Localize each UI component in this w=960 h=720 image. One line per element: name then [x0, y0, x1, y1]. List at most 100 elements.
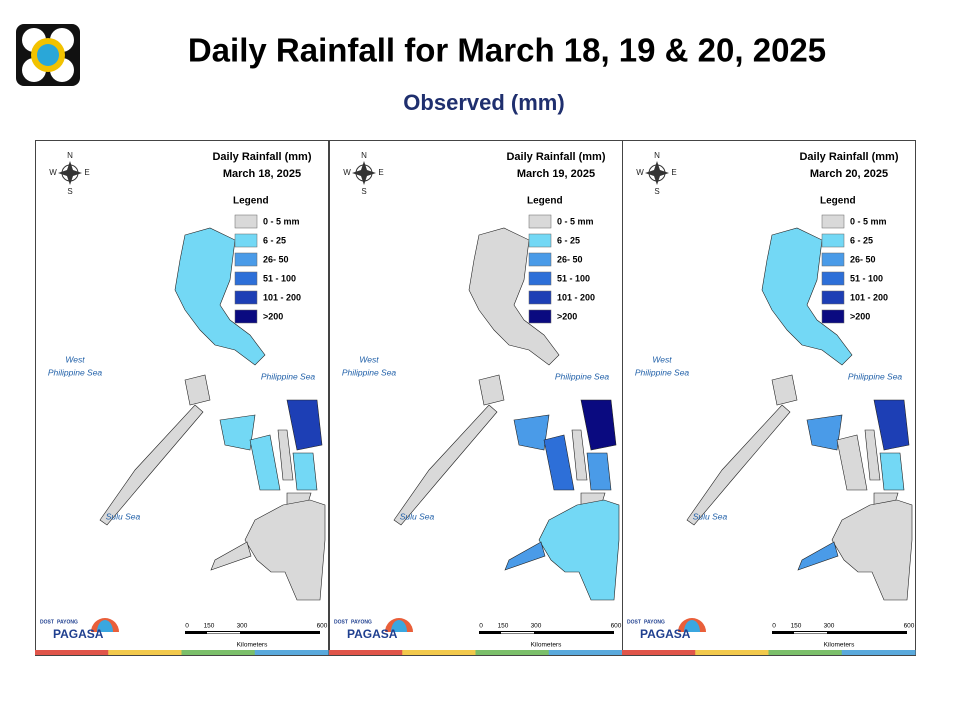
- island: [292, 452, 318, 491]
- legend-label: 0 - 5 mm: [263, 216, 300, 226]
- legend-label: 101 - 200: [850, 292, 888, 302]
- legend-label: 6 - 25: [557, 235, 580, 245]
- legend-label: >200: [557, 311, 577, 321]
- color-strip: [329, 650, 403, 655]
- island: [864, 429, 881, 481]
- logo-payong: PAYONG: [644, 619, 665, 625]
- island: [806, 414, 843, 451]
- island: [277, 429, 294, 481]
- legend-swatch: [821, 214, 845, 229]
- sea-label: Philippine Sea: [555, 371, 610, 381]
- island: [219, 414, 256, 451]
- scale-tick-label: 0: [185, 623, 189, 630]
- legend-swatch: [234, 309, 258, 324]
- island: [468, 227, 560, 366]
- logo-dost: DOST: [40, 619, 54, 625]
- sea-label: Philippine Sea: [342, 367, 397, 377]
- compass-s: S: [654, 187, 659, 196]
- scale-tick-label: 150: [791, 623, 802, 630]
- slide-title: Daily Rainfall for March 18, 19 & 20, 20…: [188, 32, 826, 69]
- legend-swatch: [821, 290, 845, 305]
- scale-tick-label: 0: [772, 623, 776, 630]
- legend-label: 0 - 5 mm: [850, 216, 887, 226]
- island: [174, 227, 266, 366]
- island: [879, 452, 905, 491]
- color-strip: [35, 650, 109, 655]
- logo-dost: DOST: [334, 619, 348, 625]
- compass-e: E: [84, 168, 89, 177]
- compass-star: [645, 161, 669, 185]
- map-panel: N S E W Daily Rainfall (mm) March 20, 2025 Leg…: [622, 140, 916, 656]
- compass: N S E W: [636, 151, 676, 196]
- legend-swatch: [234, 233, 258, 248]
- scale-unit: Kilometers: [531, 642, 562, 649]
- island: [99, 404, 204, 526]
- scale-tick-label: 300: [531, 623, 542, 630]
- legend-swatch: [528, 271, 552, 286]
- color-strip: [768, 650, 843, 655]
- scale-tick-label: 600: [904, 623, 915, 630]
- scale-bar-segment: [501, 632, 534, 634]
- logo-name: PAGASA: [53, 627, 104, 641]
- scale-tick-label: 600: [317, 623, 328, 630]
- legend-swatch: [821, 233, 845, 248]
- scale-unit: Kilometers: [237, 642, 268, 649]
- compass-w: W: [343, 168, 351, 177]
- color-strip: [695, 650, 769, 655]
- island: [571, 429, 588, 481]
- scale-bar: [185, 631, 320, 634]
- compass-s: S: [361, 187, 366, 196]
- logo-umbrella-inner: [97, 620, 113, 632]
- logo-umbrella-inner: [684, 620, 700, 632]
- legend-swatch: [528, 233, 552, 248]
- panel-heading: Daily Rainfall (mm): [799, 151, 898, 163]
- island: [873, 399, 910, 451]
- panel-date: March 19, 2025: [517, 168, 595, 180]
- color-strip: [402, 650, 476, 655]
- legend-label: 6 - 25: [850, 235, 873, 245]
- scale-unit: Kilometers: [824, 642, 855, 649]
- legend-swatch: [528, 252, 552, 267]
- panel-heading: Daily Rainfall (mm): [506, 151, 605, 163]
- legend-swatch: [528, 290, 552, 305]
- scale-tick-label: 150: [204, 623, 215, 630]
- compass-n: N: [361, 151, 367, 160]
- compass-star: [58, 161, 82, 185]
- sea-label: West: [65, 354, 85, 364]
- scale-tick-label: 300: [237, 623, 248, 630]
- island: [771, 374, 798, 406]
- legend-swatch: [528, 214, 552, 229]
- scale-bar-segment: [794, 632, 827, 634]
- logo-dost: DOST: [627, 619, 641, 625]
- scale-tick-label: 150: [498, 623, 509, 630]
- island: [797, 541, 839, 571]
- logo-umbrella-inner: [391, 620, 407, 632]
- island: [393, 404, 498, 526]
- legend-label: 101 - 200: [263, 292, 301, 302]
- color-strip: [622, 650, 696, 655]
- scale-tick-label: 0: [479, 623, 483, 630]
- sea-label: West: [652, 354, 672, 364]
- panel-heading: Daily Rainfall (mm): [212, 151, 311, 163]
- scale-bar-segment: [207, 632, 240, 634]
- legend-title: Legend: [233, 196, 269, 207]
- scale-bar: [479, 631, 614, 634]
- compass-star: [352, 161, 376, 185]
- island: [836, 434, 868, 491]
- island: [513, 414, 550, 451]
- compass-n: N: [67, 151, 73, 160]
- sea-label: Philippine Sea: [848, 371, 903, 381]
- legend-swatch: [821, 309, 845, 324]
- map-panel: N S E W Daily Rainfall (mm) March 18, 2025 Leg…: [35, 140, 329, 656]
- compass-s: S: [67, 187, 72, 196]
- island: [504, 541, 546, 571]
- sea-label: Philippine Sea: [261, 371, 316, 381]
- legend-title: Legend: [527, 196, 563, 207]
- legend-swatch: [234, 290, 258, 305]
- island: [286, 399, 323, 451]
- legend-title: Legend: [820, 196, 856, 207]
- logo-payong: PAYONG: [57, 619, 78, 625]
- logo-payong: PAYONG: [351, 619, 372, 625]
- compass-e: E: [671, 168, 676, 177]
